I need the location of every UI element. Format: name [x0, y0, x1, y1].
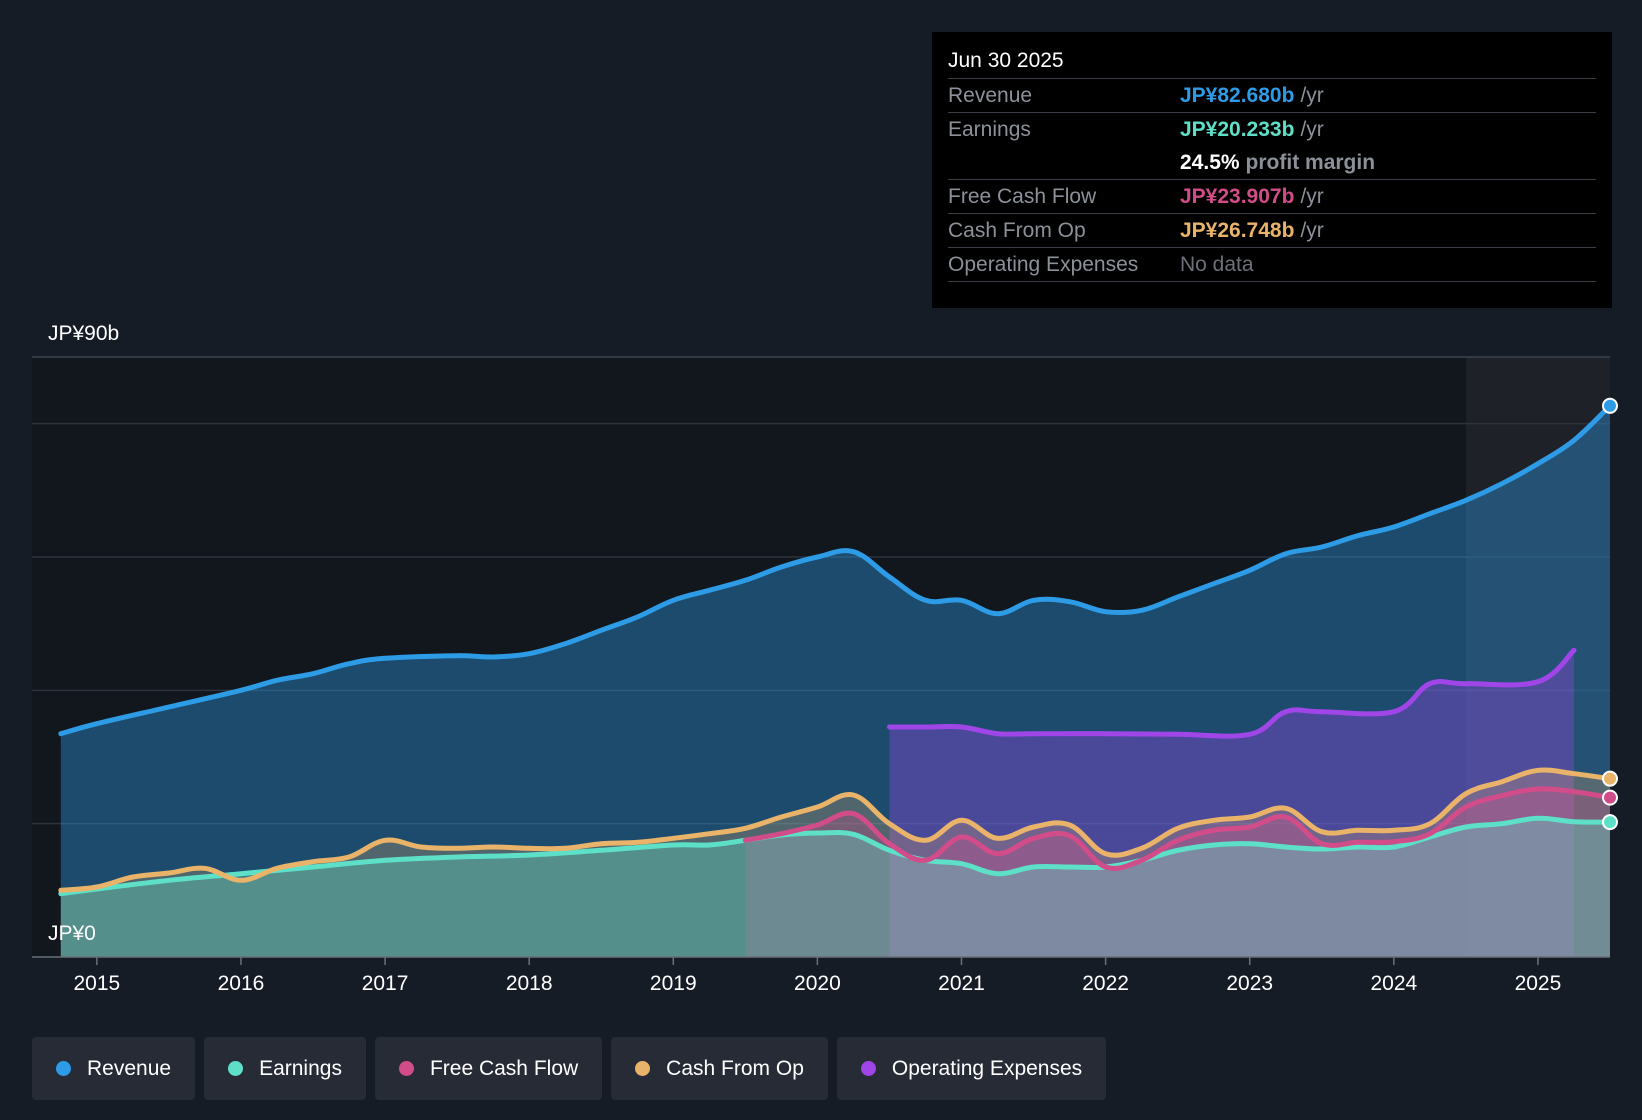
tooltip: Jun 30 2025 Revenue JP¥82.680b /yr Earni… — [932, 32, 1612, 308]
tooltip-row-margin: 24.5% profit margin — [948, 146, 1596, 180]
plot-background — [32, 357, 1610, 957]
x-tick-label: 2016 — [218, 972, 265, 995]
x-tick-label: 2015 — [73, 972, 120, 995]
tooltip-opex-value: No data — [1180, 253, 1254, 276]
tooltip-fcf-unit: /yr — [1300, 185, 1324, 208]
tooltip-row-earnings: Earnings JP¥20.233b /yr — [948, 113, 1596, 146]
fcf-area — [745, 788, 1610, 957]
x-tick-label: 2025 — [1515, 972, 1562, 995]
tooltip-margin-text: profit margin — [1245, 151, 1376, 174]
tooltip-row-fcf: Free Cash Flow JP¥23.907b /yr — [948, 180, 1596, 214]
legend-label-earnings: Earnings — [259, 1056, 342, 1080]
cfo-dot-icon — [635, 1061, 651, 1076]
earnings-line — [58, 815, 1613, 897]
legend-item-revenue[interactable]: Revenue — [32, 1037, 196, 1100]
cfo-area — [60, 769, 1610, 957]
tooltip-row-cfo: Cash From Op JP¥26.748b /yr — [948, 214, 1596, 248]
tooltip-cfo-value: JP¥26.748b — [1180, 219, 1295, 242]
fcf-line — [742, 786, 1613, 871]
x-tick-label: 2017 — [362, 972, 409, 995]
legend-label-revenue: Revenue — [87, 1056, 172, 1080]
opex-line — [887, 647, 1577, 739]
tooltip-earnings-unit: /yr — [1300, 118, 1324, 141]
legend-item-opex[interactable]: Operating Expenses — [836, 1037, 1107, 1100]
cfo-end-marker — [1602, 770, 1618, 787]
opex-dot-icon — [860, 1061, 876, 1076]
earnings-end-marker — [1602, 814, 1618, 831]
x-tick-label: 2019 — [650, 972, 697, 995]
tooltip-date: Jun 30 2025 — [948, 44, 1596, 79]
tooltip-fcf-value: JP¥23.907b — [1180, 185, 1295, 208]
tooltip-margin-value: 24.5% — [1180, 151, 1240, 174]
tooltip-row-opex: Operating Expenses No data — [948, 248, 1596, 282]
legend-label-cfo: Cash From Op — [666, 1056, 804, 1080]
tooltip-row-revenue: Revenue JP¥82.680b /yr — [948, 79, 1596, 113]
opex-area — [889, 650, 1574, 957]
x-tick-label: 2024 — [1370, 972, 1417, 995]
x-tick-label: 2021 — [938, 972, 985, 995]
fcf-end-marker — [1602, 789, 1618, 806]
tooltip-earnings-value: JP¥20.233b — [1180, 118, 1295, 141]
tooltip-revenue-value: JP¥82.680b — [1180, 84, 1295, 107]
legend-item-cfo[interactable]: Cash From Op — [611, 1037, 828, 1100]
tooltip-earnings-label: Earnings — [948, 118, 1031, 141]
x-tick-label: 2020 — [794, 972, 841, 995]
legend-label-opex: Operating Expenses — [891, 1056, 1083, 1080]
tooltip-margin-spacer — [948, 146, 1180, 179]
x-tick-label: 2022 — [1082, 972, 1129, 995]
y-axis-bottom-label: JP¥0 — [48, 922, 96, 945]
x-tick-label: 2023 — [1226, 972, 1273, 995]
revenue-dot-icon — [56, 1061, 71, 1076]
forecast-region — [1465, 357, 1610, 957]
x-tick-label: 2018 — [506, 972, 553, 995]
tooltip-cfo-unit: /yr — [1300, 219, 1324, 242]
legend: Revenue Earnings Free Cash Flow Cash Fro… — [32, 1037, 1107, 1100]
cfo-line — [58, 767, 1613, 893]
tooltip-cfo-label: Cash From Op — [948, 219, 1086, 242]
earnings-area — [60, 818, 1610, 957]
revenue-end-marker — [1602, 397, 1618, 414]
earnings-dot-icon — [228, 1061, 244, 1076]
tooltip-opex-label: Operating Expenses — [948, 253, 1139, 276]
revenue-line — [58, 403, 1613, 737]
y-axis-top-label: JP¥90b — [48, 322, 119, 345]
legend-item-earnings[interactable]: Earnings — [204, 1037, 366, 1100]
tooltip-revenue-label: Revenue — [948, 84, 1033, 107]
legend-label-fcf: Free Cash Flow — [429, 1056, 579, 1080]
tooltip-revenue-unit: /yr — [1300, 84, 1324, 107]
tooltip-fcf-label: Free Cash Flow — [948, 185, 1097, 208]
fcf-dot-icon — [398, 1061, 414, 1076]
legend-item-fcf[interactable]: Free Cash Flow — [374, 1037, 603, 1100]
